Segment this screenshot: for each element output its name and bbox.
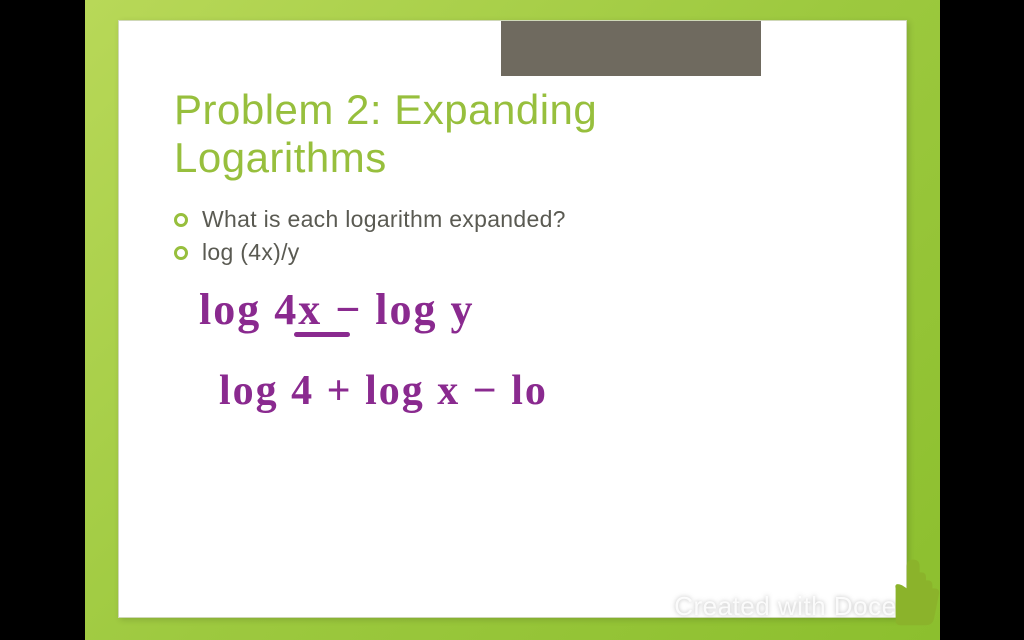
handwritten-work: log 4x − log y log 4 + log x − lo [199, 286, 799, 449]
bullet-icon [174, 213, 188, 227]
header-accent-box [501, 21, 761, 76]
list-item: log (4x)/y [174, 239, 824, 266]
slide-stage: Problem 2: Expanding Logarithms What is … [85, 0, 940, 640]
underline-mark [294, 332, 350, 337]
slide-title: Problem 2: Expanding Logarithms [174, 86, 774, 183]
pointing-hand-icon [870, 550, 950, 630]
handwriting-line-1: log 4x − log y [199, 286, 799, 334]
list-item: What is each logarithm expanded? [174, 206, 824, 233]
slide-card: Problem 2: Expanding Logarithms What is … [118, 20, 907, 618]
bullet-text: log (4x)/y [202, 239, 300, 266]
bullet-list: What is each logarithm expanded? log (4x… [174, 206, 824, 272]
bullet-icon [174, 246, 188, 260]
handwriting-line-2: log 4 + log x − lo [219, 368, 799, 414]
bullet-text: What is each logarithm expanded? [202, 206, 566, 233]
